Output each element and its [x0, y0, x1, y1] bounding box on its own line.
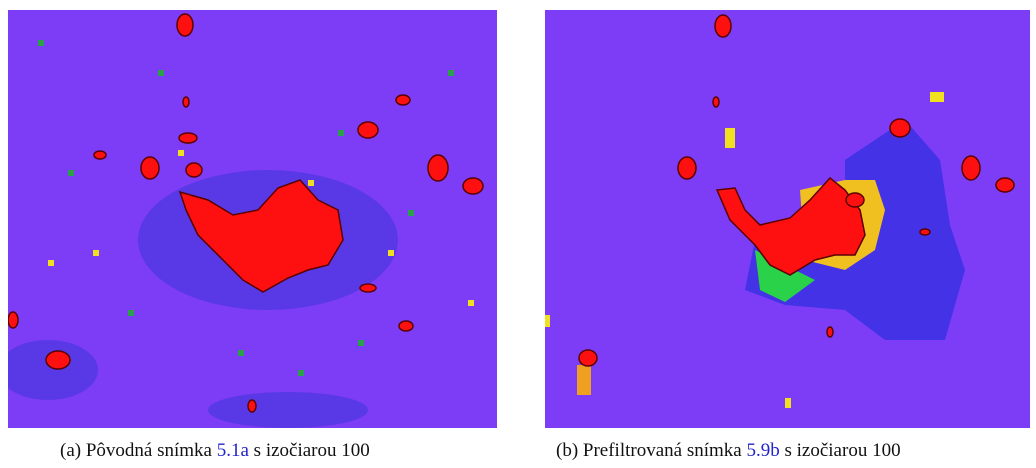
caption-text: Prefiltrovaná snímka — [582, 440, 742, 461]
caption-text: s izočiarou 100 — [784, 440, 901, 461]
caption-label: (a) — [60, 440, 82, 461]
figure-ref[interactable]: 5.9b — [746, 440, 780, 461]
caption-text: s izočiarou 100 — [253, 440, 370, 461]
caption-a: (a) Pôvodná snímka 5.1a s izočiarou 100 — [60, 440, 370, 462]
isoline-image-b — [545, 10, 1030, 428]
isoline-image-a — [8, 10, 497, 428]
caption-text: Pôvodná snímka — [85, 440, 212, 461]
caption-label: (b) — [556, 440, 579, 461]
caption-b: (b) Prefiltrovaná snímka 5.9b s izočiaro… — [556, 440, 901, 462]
figure-ref[interactable]: 5.1a — [216, 440, 249, 461]
